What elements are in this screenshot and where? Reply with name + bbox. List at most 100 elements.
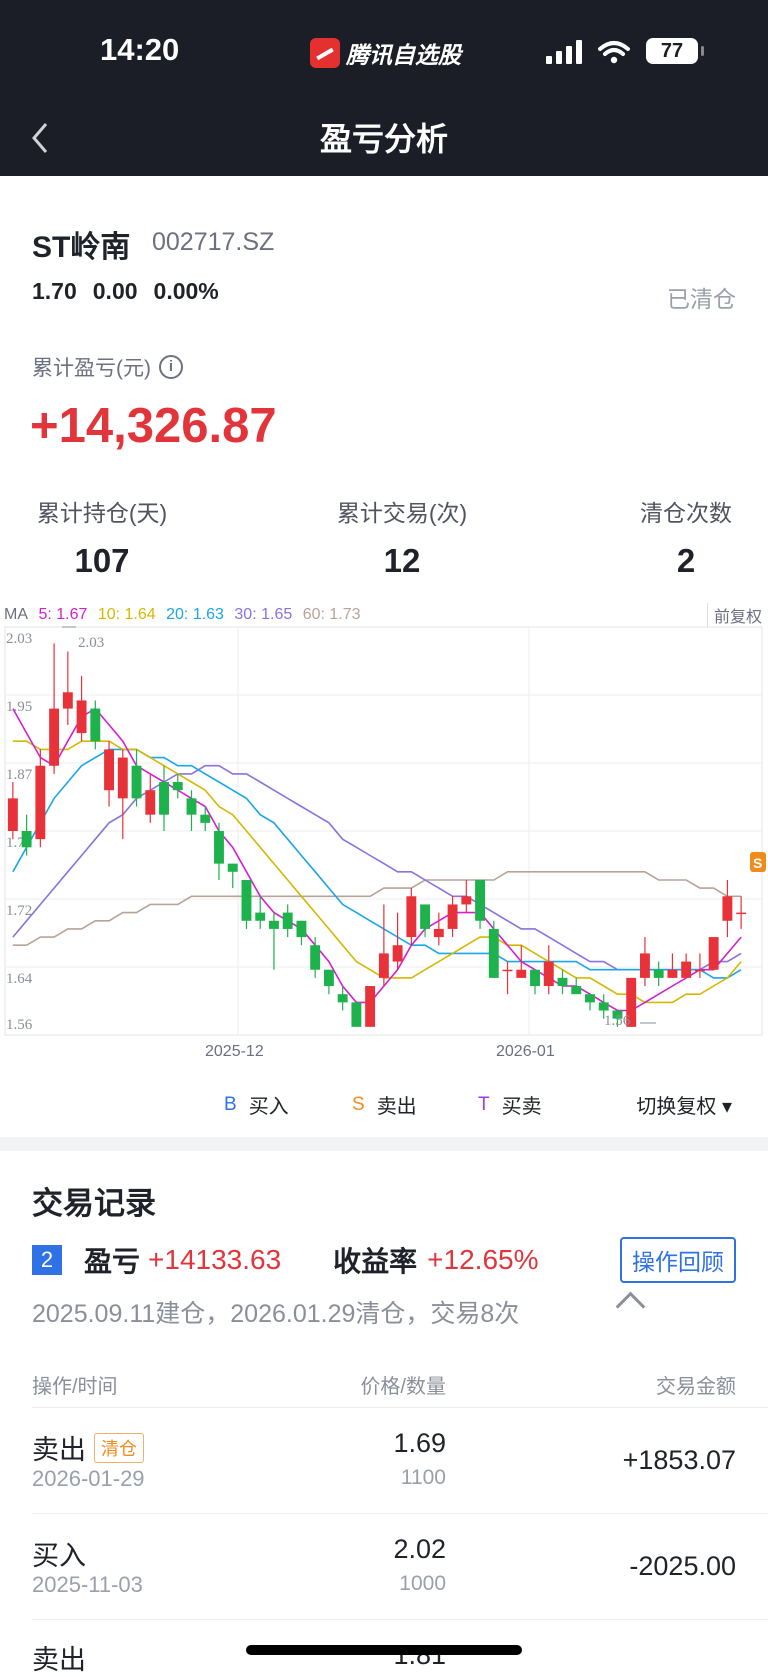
- stat-clear-count: 清仓次数 2: [630, 494, 742, 580]
- trade-amount: -2025.00: [629, 1551, 736, 1581]
- candle-body: [392, 945, 403, 962]
- candle-body: [420, 904, 431, 929]
- candlestick-chart[interactable]: 2.031.951.871.791.721.641.562.031.56S: [0, 625, 768, 1040]
- candle-body: [516, 969, 527, 978]
- return-label: 收益率: [333, 1246, 418, 1277]
- candle-body: [282, 912, 293, 929]
- candle-body: [131, 765, 142, 799]
- candle-body: [433, 928, 444, 938]
- candle-body: [7, 798, 18, 831]
- battery-icon: 77: [646, 38, 704, 64]
- candle-body: [722, 896, 733, 921]
- chevron-left-icon[interactable]: [28, 118, 52, 158]
- trade-action: 卖出 清仓: [32, 1428, 144, 1467]
- trade-qty: 1100: [400, 1466, 446, 1489]
- candle-body: [475, 879, 486, 921]
- ma10-value: 10: 1.64: [97, 606, 156, 623]
- ma10-line: [12, 740, 742, 1004]
- legend-key: T: [478, 1093, 490, 1115]
- legend-label: 买入: [248, 1096, 289, 1118]
- legend-sell: S 卖出: [352, 1090, 417, 1119]
- candle-body: [626, 977, 637, 1027]
- stat-holding-days: 累计持仓(天) 107: [32, 494, 172, 580]
- candle-body: [21, 831, 32, 848]
- row-divider: [32, 1513, 768, 1514]
- x-tick-label: 2025-12: [205, 1043, 264, 1060]
- y-tick-label: 1.87: [6, 767, 33, 783]
- stat-value: 12: [383, 542, 421, 579]
- candle-body: [90, 708, 101, 742]
- ma5-line: [12, 707, 742, 1012]
- switch-adjust-button[interactable]: 切换复权 ▾: [636, 1096, 732, 1118]
- candle-body: [62, 692, 73, 709]
- ma60-value: 60: 1.73: [302, 606, 361, 623]
- y-tick-label: 1.95: [6, 699, 32, 715]
- stock-change: 0.00: [92, 278, 138, 304]
- candle-body: [406, 896, 417, 938]
- candle-body: [365, 986, 376, 1027]
- candle-body: [255, 912, 266, 921]
- candle-body: [639, 953, 650, 978]
- legend-key: B: [224, 1093, 237, 1115]
- legend-label: 卖出: [376, 1096, 417, 1118]
- sell-marker: [750, 852, 766, 872]
- ma-label: MA: [4, 606, 28, 623]
- pnl-label-text: 累计盈亏(元): [32, 357, 151, 380]
- legend-label: 买卖: [501, 1096, 542, 1118]
- candle-body: [653, 969, 664, 978]
- candle-body: [186, 798, 197, 815]
- wifi-icon: [598, 41, 630, 64]
- candle-body: [227, 863, 238, 872]
- candle-body: [681, 961, 692, 978]
- pnl-amount: +14133.63: [148, 1244, 282, 1275]
- ma60-line: [12, 871, 742, 947]
- section-divider: [0, 1137, 768, 1151]
- stat-label: 累计交易(次): [336, 500, 468, 526]
- pnl-value: +14,326.87: [30, 399, 277, 453]
- candle-body: [488, 928, 499, 978]
- trade-price: 1.69: [393, 1428, 446, 1458]
- stock-quote: 1.70 0.00 0.00%: [32, 278, 219, 305]
- candle-body: [557, 977, 568, 987]
- row-divider: [32, 1407, 768, 1408]
- candle-body: [172, 782, 183, 791]
- chevron-up-icon[interactable]: [615, 1291, 646, 1322]
- column-header-amount: 交易金额: [656, 1376, 736, 1398]
- action-label: 卖出: [32, 1435, 86, 1465]
- trade-group-header[interactable]: 2 盈亏 +14133.63 收益率 +12.65%: [32, 1240, 539, 1280]
- records-title: 交易记录: [32, 1186, 156, 1221]
- pnl-label: 盈亏: [84, 1246, 141, 1277]
- review-button[interactable]: 操作回顾: [620, 1237, 736, 1283]
- trade-group-index: 2: [32, 1245, 62, 1275]
- candle-body: [447, 904, 458, 929]
- candle-body: [502, 969, 513, 972]
- info-icon[interactable]: i: [159, 355, 183, 379]
- ma-legend: MA 5: 1.67 10: 1.64 20: 1.63 30: 1.65 60…: [4, 606, 367, 624]
- y-tick-label: 1.56: [6, 1017, 33, 1033]
- pnl-label: 累计盈亏(元) i: [32, 352, 183, 382]
- status-bar: 14:20 腾讯自选股 77: [0, 0, 768, 100]
- candle-body: [117, 757, 128, 799]
- stat-value: 107: [74, 542, 130, 579]
- home-indicator: [246, 1645, 522, 1655]
- candle-body: [736, 912, 747, 915]
- status-app-label: 腾讯自选股: [346, 42, 461, 68]
- candle-body: [159, 782, 169, 815]
- candle-body: [667, 969, 678, 978]
- candle-body: [214, 831, 224, 864]
- low-label: 1.56: [604, 1013, 631, 1029]
- candle-body: [351, 1002, 362, 1027]
- trade-price: 2.02: [393, 1534, 446, 1564]
- ma5-value: 5: 1.67: [38, 606, 88, 623]
- column-header-action: 操作/时间: [32, 1376, 118, 1398]
- candle-body: [598, 1002, 609, 1011]
- position-status: 已清仓: [667, 286, 736, 312]
- legend-key: S: [352, 1093, 365, 1115]
- sell-marker-label: S: [753, 855, 762, 871]
- candle-body: [530, 969, 540, 987]
- trade-action: 买入: [32, 1534, 86, 1573]
- adjust-label[interactable]: 前复权: [706, 603, 762, 627]
- column-header-price: 价格/数量: [360, 1376, 446, 1398]
- y-tick-label: 1.64: [6, 971, 33, 987]
- trade-action: 卖出: [32, 1638, 86, 1677]
